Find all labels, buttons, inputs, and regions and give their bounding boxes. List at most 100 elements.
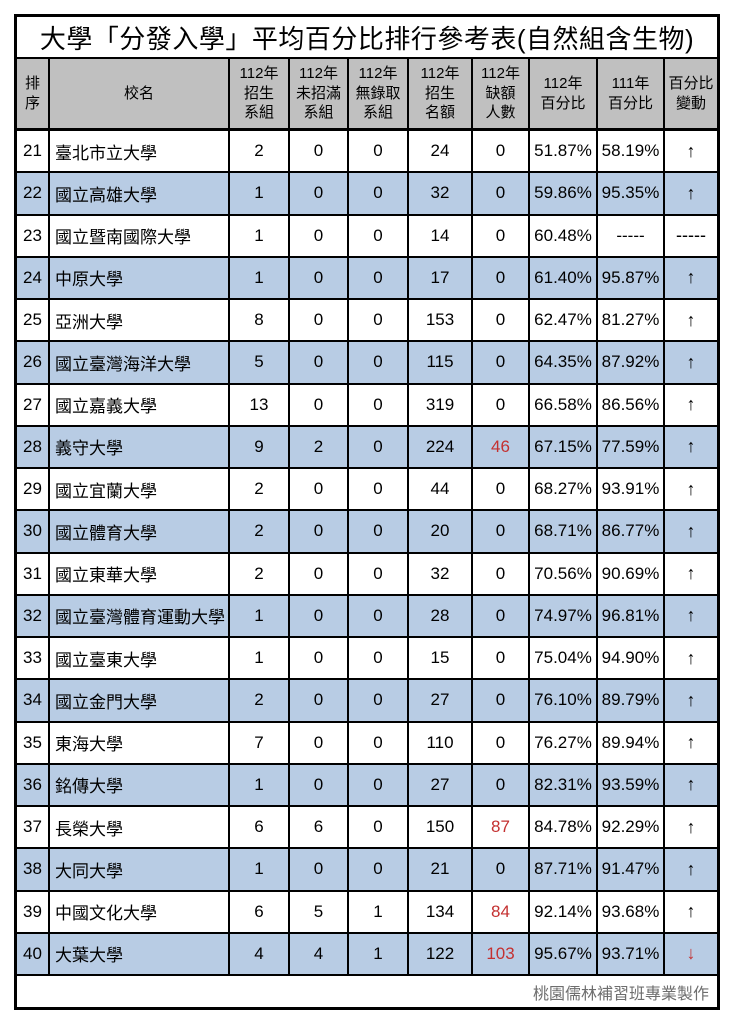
cell-pct111: 89.94% bbox=[596, 722, 663, 763]
table-row: 25 亞洲大學 8 0 0 153 0 62.47% 81.27% ↑ bbox=[17, 300, 717, 343]
cell-c112_unfilled: 0 bbox=[288, 257, 347, 298]
cell-c112_noadmit: 0 bbox=[347, 722, 407, 763]
cell-rank: 30 bbox=[23, 521, 42, 541]
cell-rank: 31 bbox=[23, 563, 42, 583]
cell-name: 大同大學 bbox=[48, 849, 228, 890]
cell-change: ↑ bbox=[663, 511, 717, 552]
table-row: 31 國立東華大學 2 0 0 32 0 70.56% 90.69% ↑ bbox=[17, 553, 717, 596]
cell-pct111: 58.19% bbox=[596, 131, 663, 172]
cell-pct112: 82.31% bbox=[528, 764, 596, 805]
cell-pct112: 61.40% bbox=[528, 257, 596, 298]
cell-name: 國立臺灣海洋大學 bbox=[48, 342, 228, 383]
cell-c112_quota: 110 bbox=[407, 722, 471, 763]
cell-change: ----- bbox=[663, 215, 717, 256]
cell-c112_noadmit: 0 bbox=[347, 469, 407, 510]
cell-name: 國立暨南國際大學 bbox=[48, 215, 228, 256]
cell-c112_quota: 32 bbox=[407, 553, 471, 594]
cell-c112_vacancy: 87 bbox=[471, 807, 528, 848]
cell-c112_noadmit: 0 bbox=[347, 764, 407, 805]
cell-c112_vacancy: 0 bbox=[471, 638, 528, 679]
cell-c112_vacancy: 0 bbox=[471, 849, 528, 890]
cell-c112_noadmit: 0 bbox=[347, 342, 407, 383]
cell-name: 國立臺灣體育運動大學 bbox=[48, 595, 228, 636]
cell-pct112: 76.27% bbox=[528, 722, 596, 763]
cell-c112_groups: 2 bbox=[228, 511, 288, 552]
cell-c112_unfilled: 4 bbox=[288, 933, 347, 974]
cell-c112_groups: 2 bbox=[228, 131, 288, 172]
table-row: 33 國立臺東大學 1 0 0 15 0 75.04% 94.90% ↑ bbox=[17, 638, 717, 681]
cell-pct112: 92.14% bbox=[528, 891, 596, 932]
cell-change: ↑ bbox=[663, 300, 717, 341]
cell-rank: 32 bbox=[23, 605, 42, 625]
cell-c112_unfilled: 0 bbox=[288, 511, 347, 552]
cell-c112_groups: 13 bbox=[228, 384, 288, 425]
cell-pct111: 91.47% bbox=[596, 849, 663, 890]
cell-name: 國立東華大學 bbox=[48, 553, 228, 594]
cell-c112_groups: 1 bbox=[228, 595, 288, 636]
cell-rank: 25 bbox=[23, 310, 42, 330]
cell-pct111: 93.59% bbox=[596, 764, 663, 805]
cell-rank: 22 bbox=[23, 183, 42, 203]
cell-c112_vacancy: 0 bbox=[471, 595, 528, 636]
cell-c112_unfilled: 0 bbox=[288, 722, 347, 763]
cell-pct112: 62.47% bbox=[528, 300, 596, 341]
cell-pct112: 66.58% bbox=[528, 384, 596, 425]
cell-change: ↑ bbox=[663, 131, 717, 172]
cell-c112_vacancy: 0 bbox=[471, 722, 528, 763]
column-header-pct112: 112年 百分比 bbox=[528, 59, 596, 128]
cell-change: ↓ bbox=[663, 933, 717, 974]
cell-pct111: 86.77% bbox=[596, 511, 663, 552]
cell-name: 銘傳大學 bbox=[48, 764, 228, 805]
cell-c112_quota: 20 bbox=[407, 511, 471, 552]
cell-pct111: 95.87% bbox=[596, 257, 663, 298]
cell-pct112: 87.71% bbox=[528, 849, 596, 890]
cell-rank: 29 bbox=[23, 479, 42, 499]
cell-pct111: 94.90% bbox=[596, 638, 663, 679]
cell-pct112: 60.48% bbox=[528, 215, 596, 256]
cell-c112_unfilled: 0 bbox=[288, 595, 347, 636]
cell-name: 長榮大學 bbox=[48, 807, 228, 848]
cell-c112_noadmit: 0 bbox=[347, 553, 407, 594]
cell-pct112: 59.86% bbox=[528, 173, 596, 214]
column-header-name: 校名 bbox=[48, 59, 228, 128]
cell-c112_unfilled: 0 bbox=[288, 384, 347, 425]
cell-name: 國立高雄大學 bbox=[48, 173, 228, 214]
cell-change: ↑ bbox=[663, 426, 717, 467]
cell-c112_vacancy: 46 bbox=[471, 426, 528, 467]
cell-c112_groups: 9 bbox=[228, 426, 288, 467]
cell-name: 亞洲大學 bbox=[48, 300, 228, 341]
cell-c112_unfilled: 5 bbox=[288, 891, 347, 932]
cell-c112_unfilled: 0 bbox=[288, 638, 347, 679]
table-row: 27 國立嘉義大學 13 0 0 319 0 66.58% 86.56% ↑ bbox=[17, 384, 717, 427]
column-header-c112_unfilled: 112年 未招滿 系組 bbox=[288, 59, 347, 128]
cell-c112_quota: 14 bbox=[407, 215, 471, 256]
cell-c112_noadmit: 0 bbox=[347, 638, 407, 679]
cell-rank: 24 bbox=[23, 267, 42, 287]
cell-name: 臺北市立大學 bbox=[48, 131, 228, 172]
cell-c112_vacancy: 0 bbox=[471, 384, 528, 425]
cell-c112_noadmit: 1 bbox=[347, 891, 407, 932]
cell-pct112: 75.04% bbox=[528, 638, 596, 679]
cell-change: ↑ bbox=[663, 553, 717, 594]
cell-rank: 40 bbox=[23, 943, 42, 963]
cell-c112_noadmit: 0 bbox=[347, 215, 407, 256]
cell-pct111: ----- bbox=[596, 215, 663, 256]
cell-c112_groups: 4 bbox=[228, 933, 288, 974]
cell-c112_groups: 1 bbox=[228, 849, 288, 890]
cell-pct111: 87.92% bbox=[596, 342, 663, 383]
cell-pct111: 96.81% bbox=[596, 595, 663, 636]
table-row: 37 長榮大學 6 6 0 150 87 84.78% 92.29% ↑ bbox=[17, 807, 717, 850]
cell-c112_unfilled: 0 bbox=[288, 764, 347, 805]
cell-c112_unfilled: 2 bbox=[288, 426, 347, 467]
table-row: 40 大葉大學 4 4 1 122 103 95.67% 93.71% ↓ bbox=[17, 933, 717, 976]
cell-name: 義守大學 bbox=[48, 426, 228, 467]
column-header-rank: 排 序 bbox=[24, 75, 40, 112]
cell-change: ↑ bbox=[663, 849, 717, 890]
cell-change: ↑ bbox=[663, 807, 717, 848]
cell-change: ↑ bbox=[663, 764, 717, 805]
cell-change: ↑ bbox=[663, 342, 717, 383]
table-row: 24 中原大學 1 0 0 17 0 61.40% 95.87% ↑ bbox=[17, 257, 717, 300]
cell-rank: 23 bbox=[23, 225, 42, 245]
cell-c112_unfilled: 6 bbox=[288, 807, 347, 848]
cell-change: ↑ bbox=[663, 722, 717, 763]
